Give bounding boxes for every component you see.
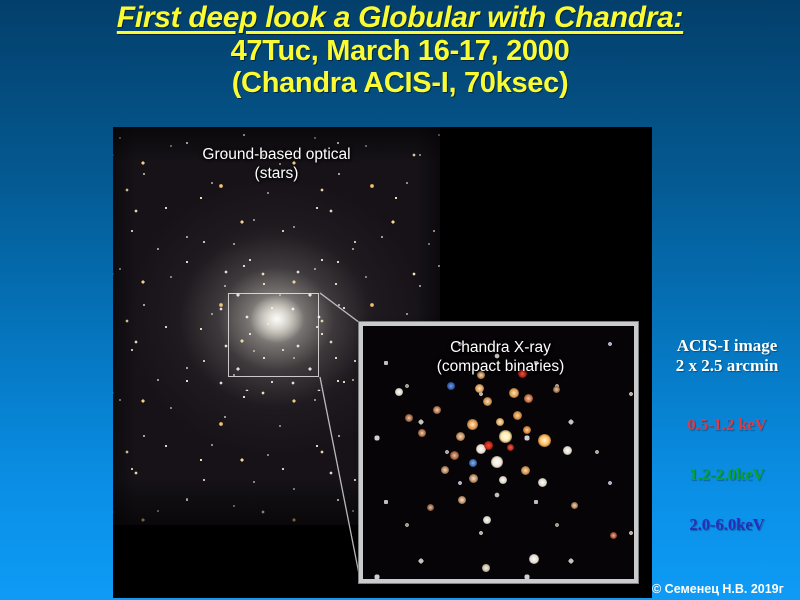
xray-source [507,444,514,451]
xray-source [477,371,485,379]
xray-source [484,441,493,450]
xray-source [499,430,512,443]
xray-source [538,478,547,487]
xray-source [538,434,551,447]
slide-title-block: First deep look a Globular with Chandra:… [0,2,800,99]
xray-source [427,504,434,511]
xray-source [476,444,486,454]
xray-source [521,466,530,475]
xray-source [467,419,478,430]
xray-source [450,451,459,460]
page-title: First deep look a Globular with Chandra: [116,1,684,34]
xray-source [518,369,527,378]
xray-source [395,388,403,396]
legend-band-hard: 2.0-6.0keV [689,514,765,534]
xray-source [458,496,466,504]
xray-source [433,406,441,414]
xray-source [496,418,504,426]
copyright-notice: © Семенец Н.В. 2019г [652,582,784,596]
subtitle-instrument-exposure: (Chandra ACIS-I, 70ksec) [231,67,569,100]
xray-source [447,382,455,390]
xray-source [441,466,449,474]
subtitle-target-date: 47Tuc, March 16-17, 2000 [230,35,570,68]
xray-source [610,532,617,539]
xray-source [499,476,507,484]
xray-source [553,386,560,393]
xray-source [482,564,490,572]
xray-source [529,554,539,564]
xray-source [405,414,413,422]
xray-source [563,446,572,455]
legend-instrument-label: ACIS-I image [676,336,778,355]
xray-field-sources [363,326,634,579]
xray-inset-image: Chandra X-ray (compact binaries) [359,322,638,583]
figure-panel: Ground-based optical (stars) [113,127,652,598]
legend-band-soft: 0.5-1.2 keV [687,414,767,434]
legend-panel: ACIS-I image 2 x 2.5 arcmin 0.5-1.2 keV … [654,336,800,535]
legend-fov-label: 2 x 2.5 arcmin [675,356,779,376]
xray-field [363,326,634,579]
xray-source [513,411,522,420]
xray-source [469,474,478,483]
xray-source [509,388,519,398]
xray-source [524,394,533,403]
xray-source [483,516,491,524]
xray-source [571,502,578,509]
xray-source [475,384,484,393]
xray-source [491,456,503,468]
xray-source [469,459,477,467]
xray-source [418,429,426,437]
xray-source [523,426,531,434]
legend-band-medium: 1.2-2.0keV [689,464,765,484]
xray-source [456,432,465,441]
zoom-region-box[interactable] [228,293,319,377]
xray-source [483,397,492,406]
